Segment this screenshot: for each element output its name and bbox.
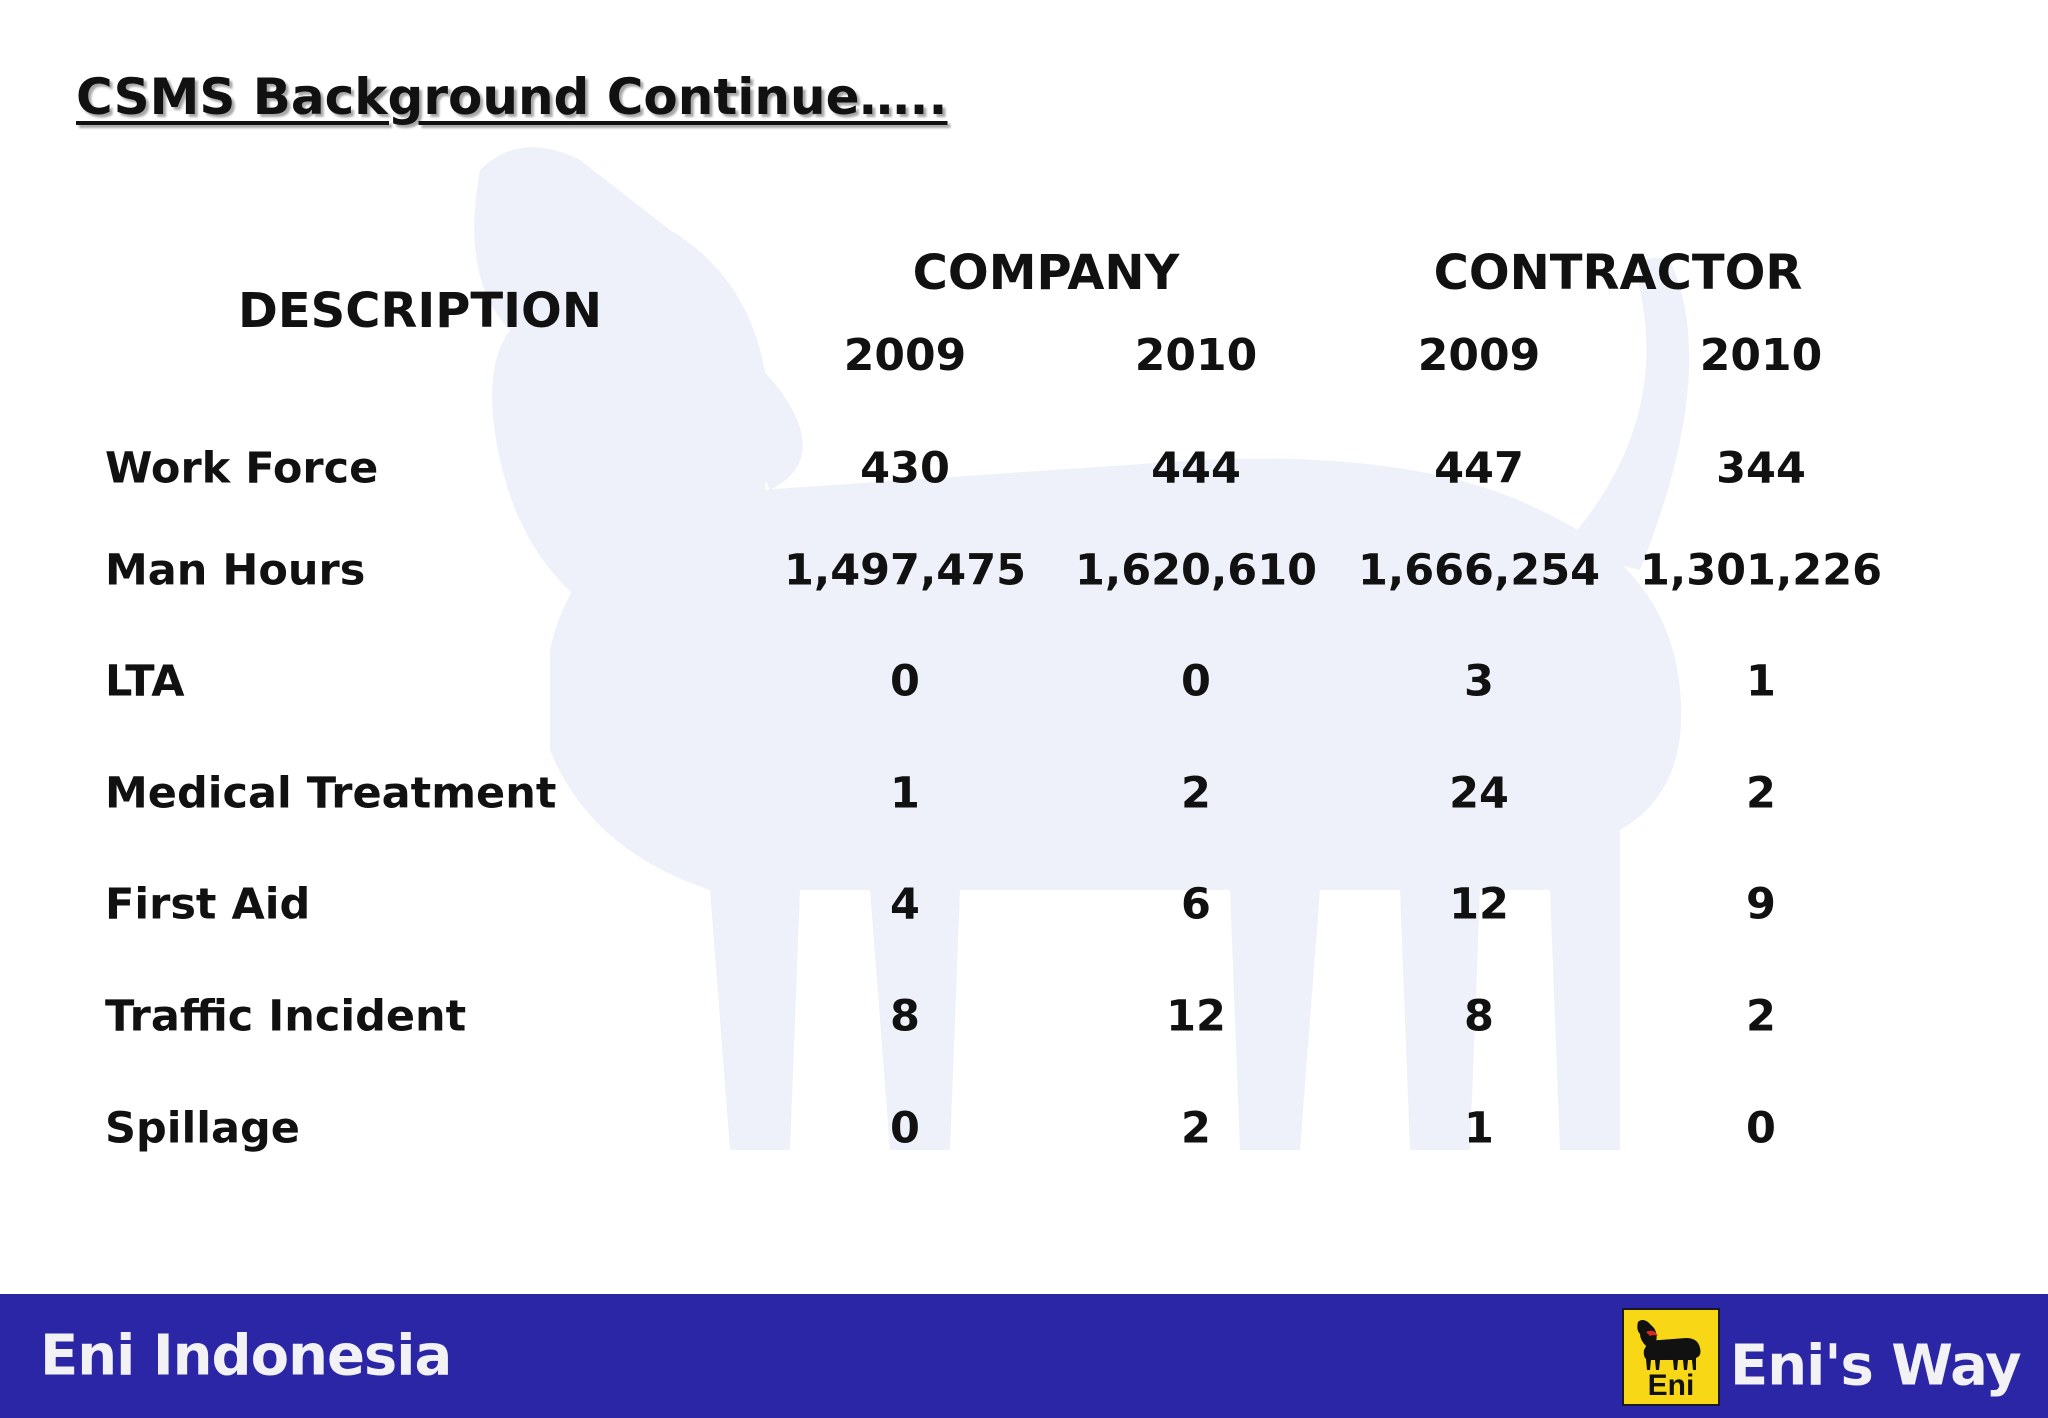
footer-slogan: Eni's Way [1730,1333,2022,1399]
footer-company-name: Eni Indonesia [40,1323,452,1389]
row-label: Work Force [105,443,379,494]
year-header-contractor-2009: 2009 [1417,330,1541,381]
six-legged-dog-icon [474,147,1690,1151]
table-cell: 0 [890,656,920,707]
table-cell: 12 [1449,879,1509,930]
row-label: First Aid [105,879,311,930]
table-cell: 0 [1181,656,1211,707]
year-header-company-2009: 2009 [843,330,967,381]
table-cell: 24 [1449,768,1509,819]
table-cell: 1,666,254 [1357,545,1601,596]
six-legged-dog-logo-icon [1637,1320,1701,1370]
table-cell: 0 [890,1103,920,1154]
table-cell: 9 [1746,879,1776,930]
row-label: LTA [105,656,185,707]
group-header-company: COMPANY [912,245,1180,301]
table-cell: 0 [1746,1103,1776,1154]
table-cell: 444 [1151,443,1241,494]
table-cell: 8 [890,991,920,1042]
row-label: Traffic Incident [105,991,467,1042]
table-cell: 3 [1464,656,1494,707]
table-cell: 2 [1181,1103,1211,1154]
page-title: CSMS Background Continue….. [76,68,948,126]
row-label: Spillage [105,1103,300,1154]
eni-logo: Eni [1622,1308,1720,1406]
table-cell: 2 [1181,768,1211,819]
group-header-contractor: CONTRACTOR [1433,245,1803,301]
row-label: Medical Treatment [105,768,557,819]
year-header-company-2010: 2010 [1134,330,1258,381]
table-cell: 4 [890,879,920,930]
table-cell: 2 [1746,768,1776,819]
table-cell: 6 [1181,879,1211,930]
table-cell: 430 [860,443,950,494]
table-cell: 1 [1746,656,1776,707]
table-cell: 344 [1716,443,1806,494]
table-cell: 1 [1464,1103,1494,1154]
table-cell: 447 [1434,443,1524,494]
table-cell: 1 [890,768,920,819]
description-header: DESCRIPTION [237,283,603,339]
row-label: Man Hours [105,545,366,596]
table-cell: 1,497,475 [783,545,1027,596]
eni-logo-text: Eni [1647,1369,1695,1402]
table-cell: 1,620,610 [1074,545,1318,596]
year-header-contractor-2010: 2010 [1699,330,1823,381]
table-cell: 12 [1166,991,1226,1042]
table-cell: 1,301,226 [1639,545,1883,596]
table-cell: 8 [1464,991,1494,1042]
footer-bar: Eni Indonesia Eni Eni's Way [0,1294,2048,1418]
table-cell: 2 [1746,991,1776,1042]
